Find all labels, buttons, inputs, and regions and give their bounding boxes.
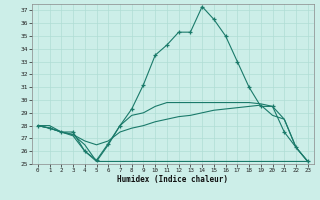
X-axis label: Humidex (Indice chaleur): Humidex (Indice chaleur) [117,175,228,184]
